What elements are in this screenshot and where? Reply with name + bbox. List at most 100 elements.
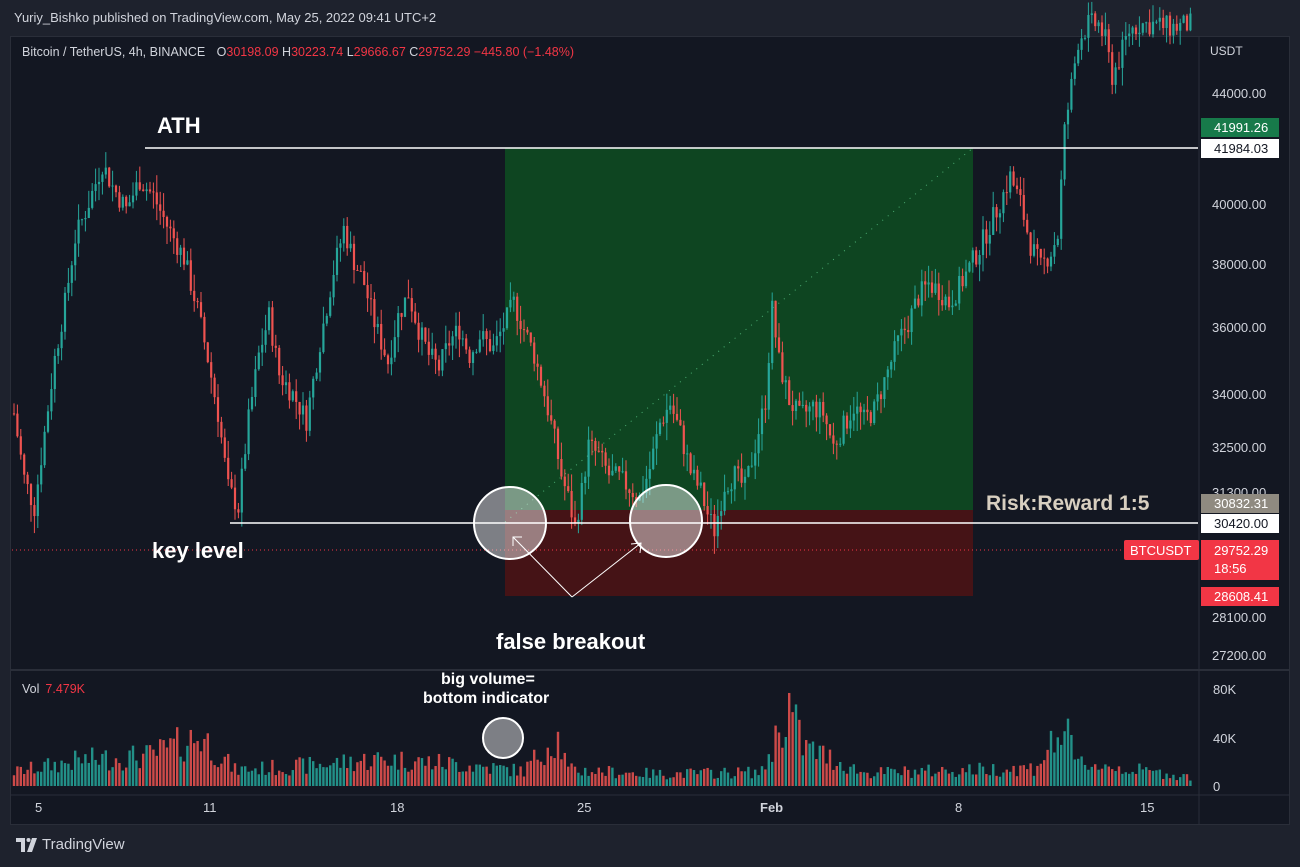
candle (845, 412, 849, 435)
volume-bar (492, 763, 495, 786)
volume-bar (907, 769, 910, 786)
candle (675, 397, 679, 422)
candle (771, 292, 774, 370)
candle (907, 315, 910, 339)
volume-bar (1015, 776, 1019, 786)
volume-bar (448, 757, 451, 786)
volume-bar (706, 767, 709, 786)
candle (169, 219, 172, 242)
open-label: O (216, 45, 227, 59)
candle (142, 184, 145, 192)
volume-bar (1172, 774, 1175, 786)
volume-bar (961, 768, 964, 786)
volume-bar (1175, 780, 1178, 786)
volume-bar (366, 769, 369, 786)
candle (223, 428, 226, 462)
candle (465, 333, 468, 354)
volume-bar (84, 754, 87, 786)
candle (400, 312, 403, 331)
candle (1114, 62, 1117, 94)
risk-reward-label: Risk:Reward 1:5 (986, 492, 1150, 515)
volume-bar (142, 753, 145, 786)
volume-bar (757, 775, 760, 786)
volume-bar (828, 749, 832, 786)
volume-bar (842, 770, 845, 786)
volume-bar (767, 754, 770, 786)
candle (672, 393, 675, 424)
symbol-tag: BTCUSDT (1130, 543, 1191, 558)
volume-bar (312, 761, 315, 786)
volume-legend[interactable]: Vol 7.479K (22, 682, 85, 696)
volume-bar (1080, 756, 1083, 786)
candle (760, 395, 764, 451)
volume-bar (203, 738, 206, 786)
stop-tag: 28608.41 (1214, 589, 1268, 604)
candle (886, 366, 889, 390)
volume-bar (482, 766, 485, 786)
candle (108, 166, 111, 188)
volume-bar (920, 767, 923, 786)
volume-bar (67, 763, 70, 786)
price-tick: 34000.00 (1212, 387, 1266, 402)
price-tick: 40000.00 (1212, 197, 1266, 212)
volume-bar (291, 770, 294, 786)
candle (1189, 7, 1192, 32)
volume-bar (271, 759, 274, 786)
volume-bar (87, 762, 90, 786)
candle (63, 287, 67, 340)
volume-bar (516, 775, 519, 786)
candle (818, 398, 821, 434)
volume-bar (335, 757, 339, 786)
volume-bar (315, 768, 318, 786)
price-axis[interactable]: 44000.00 40000.00 38000.00 36000.00 3400… (1212, 86, 1266, 794)
candle (757, 418, 760, 467)
volume-bar (97, 764, 101, 786)
volume-bar (216, 767, 220, 786)
candle (308, 390, 311, 437)
volume-bar (60, 760, 63, 786)
candle (512, 291, 515, 312)
time-axis[interactable]: 5 11 18 25 Feb 8 15 (35, 800, 1154, 815)
volume-bar (1077, 758, 1080, 786)
candle (563, 469, 566, 501)
time-tick: 15 (1140, 800, 1154, 815)
candle (288, 373, 291, 409)
candle (900, 319, 903, 352)
candle (356, 264, 359, 271)
volume-bar (689, 768, 692, 786)
candle (257, 345, 260, 371)
volume-bar (451, 758, 454, 786)
candle (97, 167, 101, 201)
candle (118, 185, 121, 212)
volume-bar (349, 756, 352, 786)
volume-bar (1145, 767, 1148, 786)
candle (1012, 166, 1015, 187)
volume-bar (135, 760, 138, 786)
symbol-legend[interactable]: Bitcoin / TetherUS, 4h, BINANCE O30198.0… (22, 45, 574, 59)
volume-bar (754, 769, 757, 786)
candle (12, 403, 16, 416)
candle (1134, 24, 1138, 40)
candle (1094, 11, 1097, 32)
candle (1155, 19, 1158, 25)
candle (213, 373, 216, 405)
volume-bar (434, 766, 437, 786)
volume-bar (461, 771, 464, 786)
candle (315, 368, 318, 381)
false-breakout-circle-1 (473, 486, 547, 560)
volume-bar (737, 767, 740, 786)
low-value: 29666.67 (353, 45, 406, 59)
volume-bar (611, 767, 614, 786)
candle (349, 231, 352, 252)
volume-bar (662, 775, 665, 786)
candle (1168, 11, 1172, 45)
candle (1162, 9, 1165, 35)
candle (556, 426, 560, 470)
volume-bar (485, 766, 488, 786)
candle (587, 426, 590, 490)
volume-bar (193, 743, 196, 786)
volume-bar (152, 749, 155, 786)
candle (985, 220, 988, 259)
candle (879, 391, 883, 414)
